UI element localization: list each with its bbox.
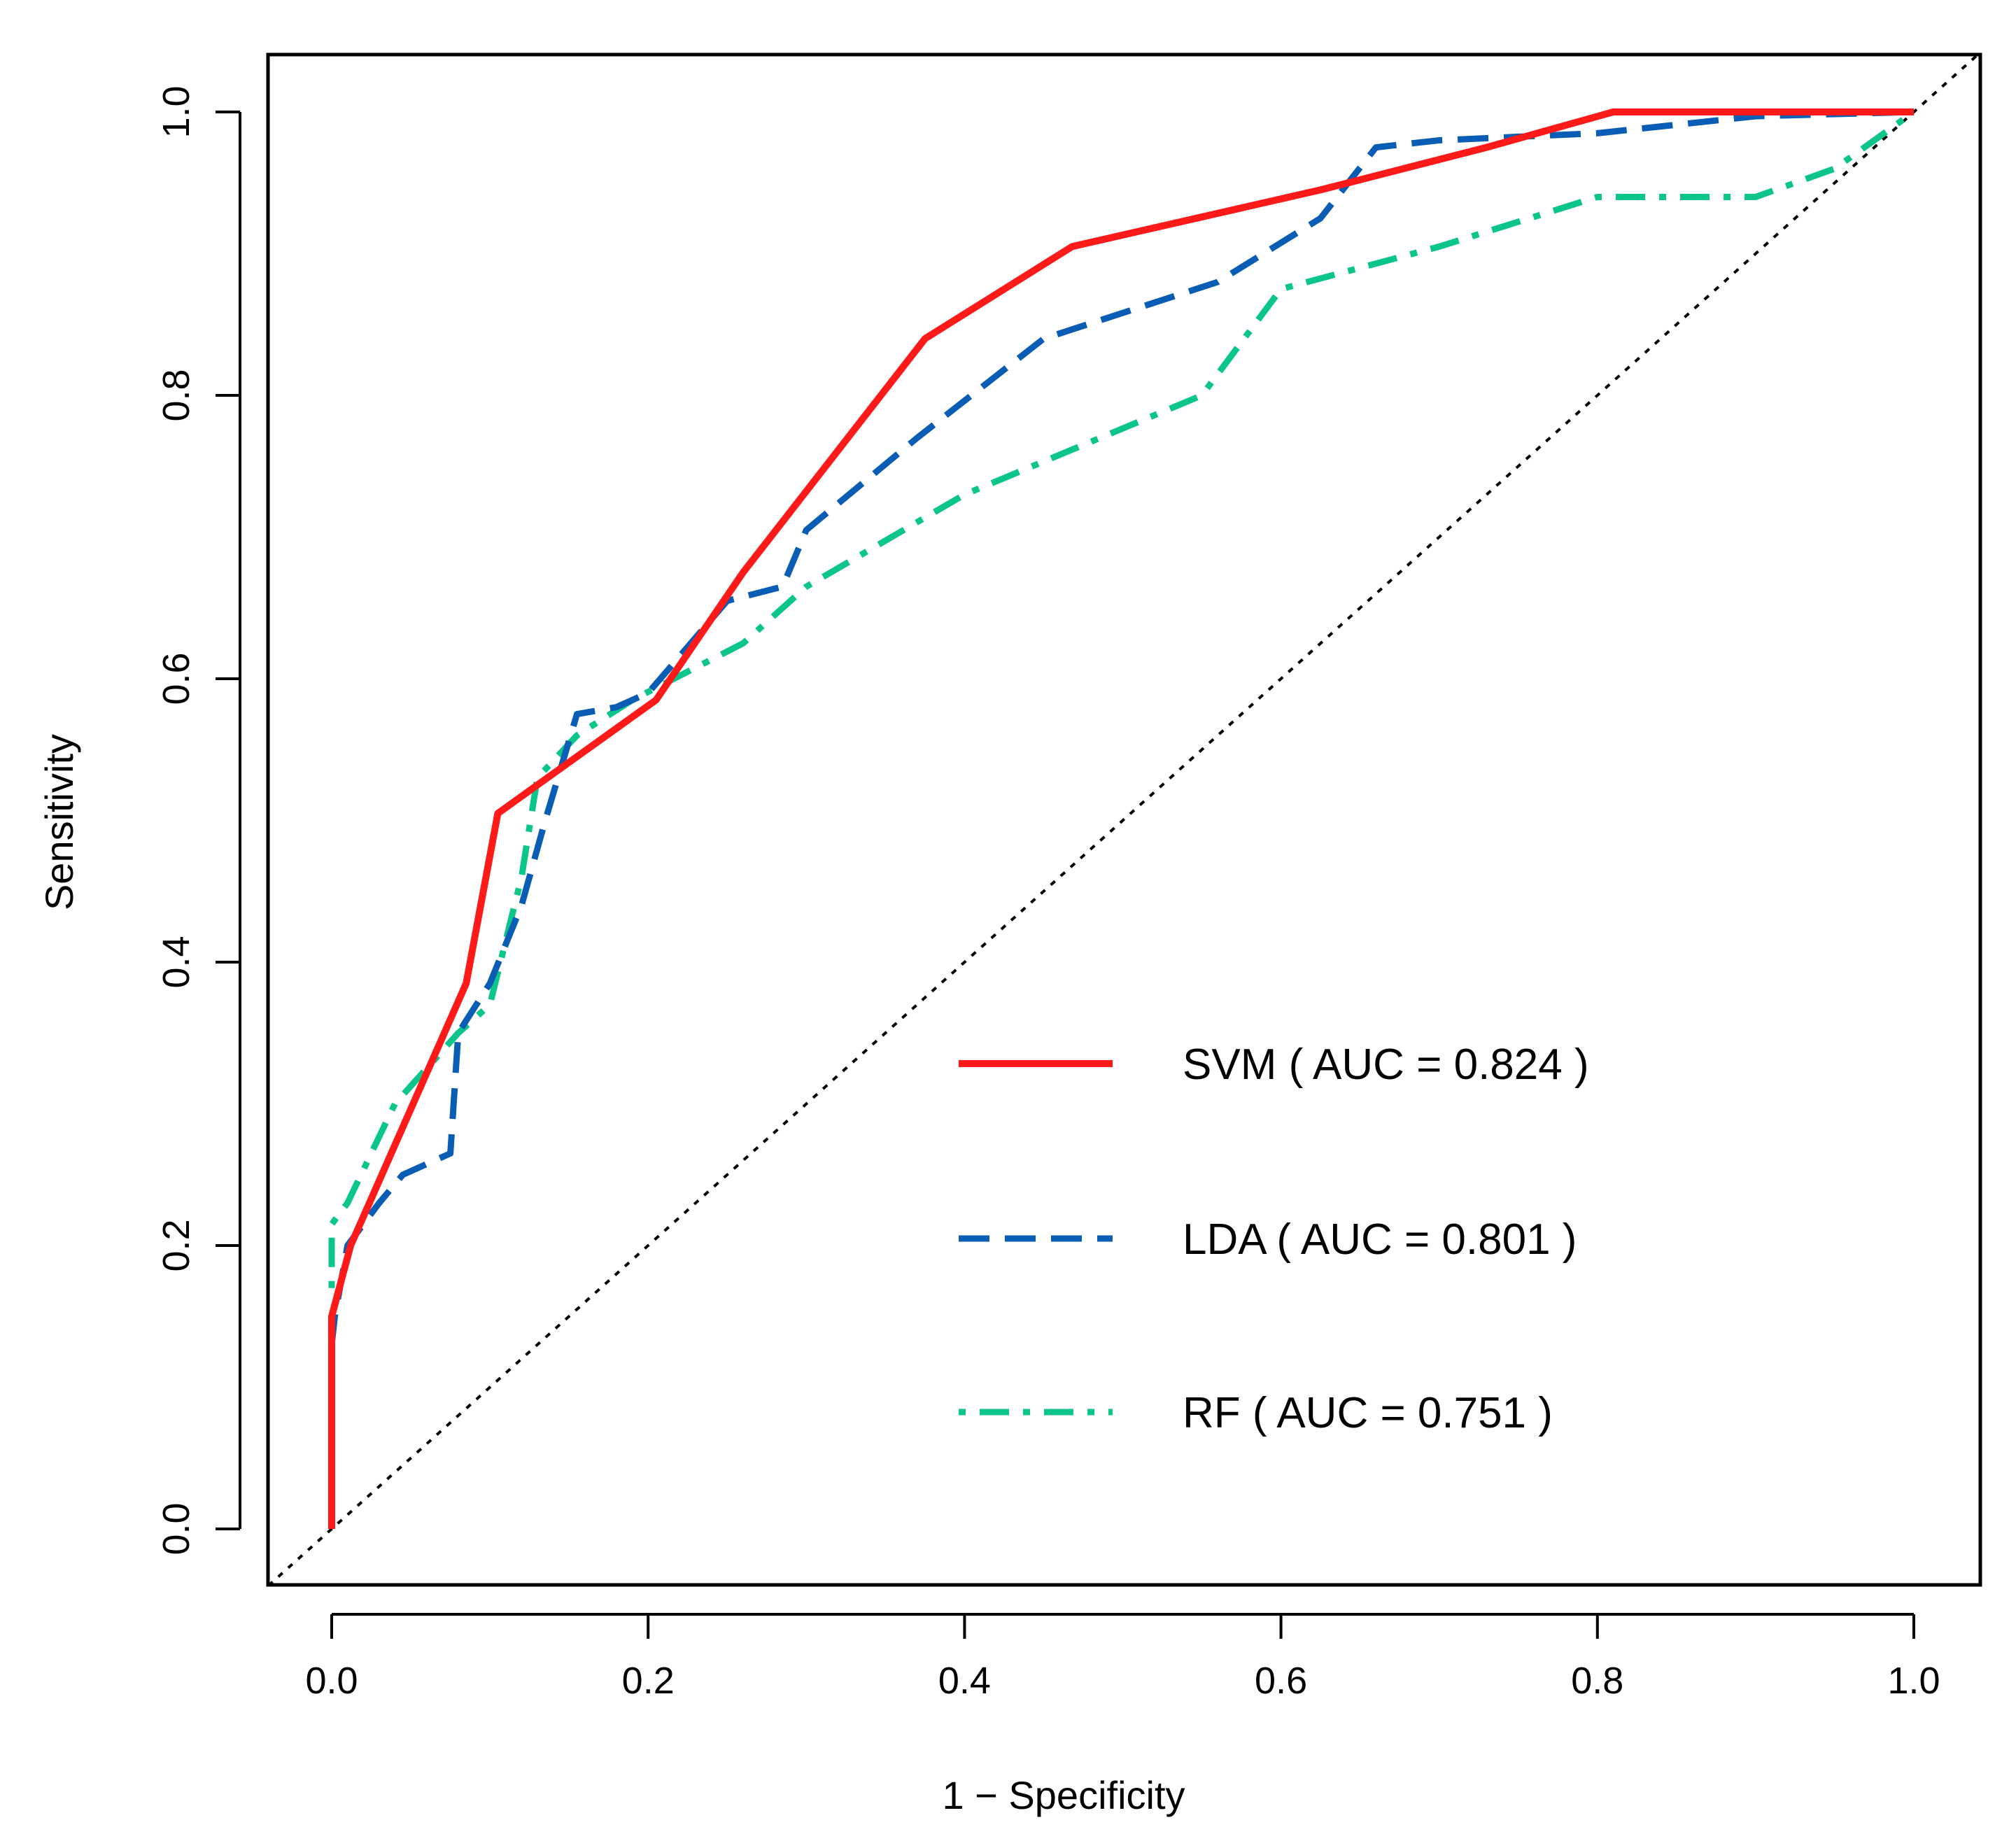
- y-axis-title: Sensitivity: [37, 734, 81, 910]
- x-tick-label: 1.0: [1887, 1660, 1940, 1702]
- x-tick-label: 0.2: [622, 1660, 675, 1702]
- y-axis: 0.0 0.2 0.4 0.6 0.8 1.0: [155, 85, 241, 1556]
- x-axis-title: 1 − Specificity: [942, 1773, 1185, 1817]
- legend-label-svm: SVM ( AUC = 0.824 ): [1183, 1041, 1589, 1089]
- legend: SVM ( AUC = 0.824 ) LDA ( AUC = 0.801 ) RF…: [959, 1041, 1589, 1437]
- x-axis: 0.0 0.2 0.4 0.6 0.8 1.0: [305, 1613, 1940, 1702]
- x-tick-label: 0.4: [938, 1660, 991, 1702]
- y-tick-label: 1.0: [155, 85, 197, 138]
- legend-label-rf: RF ( AUC = 0.751 ): [1183, 1389, 1553, 1437]
- reference-layer: [267, 54, 1978, 1587]
- series-line-rf: [328, 109, 1916, 1288]
- y-tick-label: 0.8: [155, 369, 197, 421]
- x-tick-label: 0.8: [1571, 1660, 1623, 1702]
- series-line-lda: [328, 108, 1915, 1346]
- series-line-svm: [328, 108, 1914, 1529]
- x-tick-label: 0.0: [305, 1660, 358, 1702]
- y-tick-label: 0.2: [155, 1219, 197, 1271]
- y-tick-label: 0.4: [155, 936, 197, 988]
- series-layer: [328, 108, 1916, 1529]
- x-tick-label: 0.6: [1255, 1660, 1307, 1702]
- y-tick-label: 0.0: [155, 1502, 197, 1555]
- plot-frame: [266, 52, 1982, 1587]
- legend-label-lda: LDA ( AUC = 0.801 ): [1183, 1215, 1577, 1264]
- y-tick-label: 0.6: [155, 652, 197, 705]
- reference-diagonal-line: [267, 54, 1978, 1587]
